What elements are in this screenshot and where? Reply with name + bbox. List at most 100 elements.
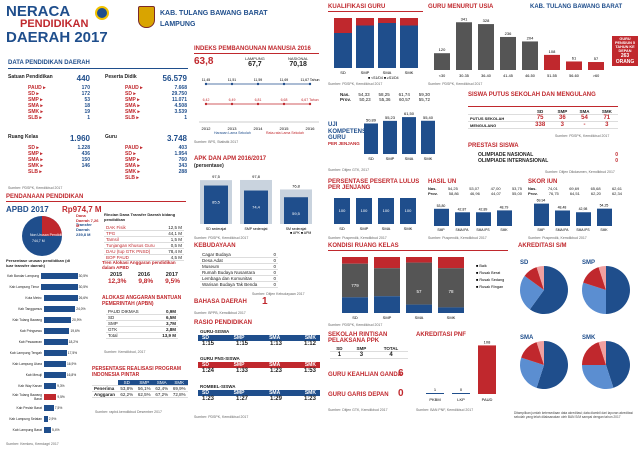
score-cat: SMP [537,228,545,232]
realisasi-row: Anggaran 62,2% 62,5% 67,2% 72,8% [92,391,188,398]
apk-chart: 97,5 85,5 SD sederajat 97,8 74,4 SMP sederaja… [200,174,312,234]
lulus-value: 100 [405,208,412,213]
stat-row: SMK ▸ 146 [28,163,90,169]
un-chart: 53,80 SMP 42,87 SMA IPA 42,89 SMA IPS 48,79 SMK [434,204,512,232]
apk-cat: SM sederajat [286,227,307,231]
score-cat: SMA IPA [556,228,570,232]
pnf-title: AKREDITASI PNF [416,332,466,338]
pnf-value: 0 [460,387,463,392]
kondisi-label: 78 [448,289,454,294]
akr-slice [582,282,606,314]
akr-slice [606,266,630,314]
usia-bar [588,62,604,70]
pnf-value: 108 [484,340,491,344]
iun-table: Nas. 74,01 69,69 65,68 62,61 Prov. 76,75 64,51 6… [528,186,622,196]
kondisi-segment [342,263,368,298]
kual-bar-low [378,18,396,23]
bantuan-row: PAUD DIKMAS 0,9M [106,309,178,315]
kondisi-legend: ■ Rusak Sedang [476,278,504,282]
score-cat: SMP [437,228,445,232]
guru-usia-chart: 120 <30 341 30-35 328 36-40 236 41-45 204 46-50 10… [434,16,604,78]
kualifikasi-chart: SD SMP SMA SMK ■ <S1/D4 ■ ≥S1/D4 [334,18,418,79]
guru-block: Guru 3.748 PAUD ▸ 403 SD ▸ 1.954 SMP ▸ 760 SMA … [105,134,187,181]
ruang-block: Ruang Kelas 1.960 SD ▸ 1.228 SMP ▸ 436 SMA ▸ 1… [8,134,90,175]
apm-bar [284,197,308,224]
stat-row: SD ▸ 1.228 [28,145,90,151]
akr-slice [598,341,606,365]
pct-row: Kab Lampung Selatan 2,9% [9,415,57,422]
stat-row: SMP ▸ 53 [28,97,90,103]
keahlian-title: GURU KEAHLIAN GANDA [328,372,402,378]
pct-row: Kab Pringsewu 19,6% [19,327,80,334]
kebudayaan-row: Cagar Budaya 0 [200,252,278,258]
score-bar [576,212,591,226]
stat-row: SLB ▸ 1 [28,115,90,121]
bantuan-title: ALOKASI ANGGARAN BANTUAN PEMERINTAH (APB… [102,295,182,307]
ipm-chart: 2012 11,45 6,42 2013 11,51 6,49 2014 11,59 6,81 2… [199,78,320,134]
ipm-label1: 11,45 [202,78,211,82]
un-table: Nas. 54,25 53,07 47,00 53,75 Prov. 58,86 46,96 4… [428,186,522,196]
kondisi-label: 57 [416,289,422,294]
lulus-chart: 100 SD 100 SMP 100 SMA 100 SMK [334,198,416,231]
pnf-cat: PKBM [429,397,440,402]
uji-value: 55,23 [385,115,396,120]
pendanaan-pie: Non Urusan Pendidikan 744,7 M [22,216,67,256]
ipm-label1: 11,69 [280,78,289,82]
kondisi-legend: ■ Rusak Ringan [476,285,503,289]
pnf-bar [426,393,444,394]
pie-label1: Non Urusan Pendidikan [30,233,67,237]
akr-group-label: SMA [520,335,534,341]
uji-source: Sumber: Ditjen GTK, 2017 [328,168,370,172]
tren-table: 2015 2016 2017 12,3% 9,8% 9,5% [108,272,180,285]
uji-nas: 61,74 [398,92,410,97]
kualifikasi-source: Sumber: PDSPK, Kemdikbud 2017 [328,82,383,86]
region-logo [138,6,155,28]
pie-val1: 744,7 M [32,239,45,243]
kual-bar-high [400,25,418,68]
ipm-label2: 6,49 [229,98,236,102]
rasio-rombel: SD SMP SMA SMK 1:23 1:27 1:29 1:23 [198,390,320,402]
lulus-cat: SMP [360,226,369,231]
akr-slice [536,341,544,365]
kondisi-segment [438,268,464,308]
transfer-row: DAK Fisik 12,5 M [104,225,184,231]
score-value: 42,87 [458,207,467,211]
stat-row: SMA ▸ 343 [125,163,187,169]
realisasi-row: Penerima 53,8% 56,1% 62,4% 69,9% [92,385,188,392]
pnf-source: Sumber: BAN PNF, Kemdikbud 2017 [416,408,474,412]
putus-row: PUTUS SEKOLAH 75 36 54 71 [468,114,618,122]
pct-row: Kota Metro 26,6% [25,294,88,301]
peserta-block: Peserta Didik 56.579 PAUD ▸ 7.668 SD ▸ 29.75… [105,74,187,121]
usia-bar [434,53,450,70]
kondisi-segment [342,297,368,313]
rasio-guru-label: GURU-SISWA [200,329,230,334]
stat-row: SMA ▸ 18 [28,103,90,109]
lulus-bar [378,198,394,224]
score-bar [476,212,491,226]
apk-sub: (persentase) [194,163,224,169]
stat-row: PAUD ▸ 170 [28,85,90,91]
akr-slice [536,266,544,290]
pct-bars: Kab Bandar Lampung 30,5% Kab Lampung Timur… [6,270,88,435]
kondisi-legend: ■ Baik [476,264,487,268]
score-cat: SMA IPS [476,228,490,232]
tren-value: 9,5% [165,278,180,285]
transfer-label: Transfer Daerah 239,8 M [76,222,92,237]
uji-title: UJI KOMPETENSI GURU PER JENJANG [328,122,368,146]
pct-title: Persentase urusan pendidikan (di luar tr… [6,258,71,268]
pendanaan-title: PENDANAAN PENDIDIKAN [6,194,84,200]
akr-slice [529,266,568,314]
pnf-cat: PAUD [482,397,493,402]
pct-row: Kab Mesuji 16,8% [25,371,77,378]
lulus-bar [400,198,416,224]
stat-row: SMP ▸ 436 [28,151,90,157]
kondisi-legend: ■ Rusak Berat [476,271,501,275]
akr-slice [520,275,544,310]
uji-bar [402,117,416,154]
bantuan-row: Total 13,9 M [106,332,178,339]
ipm-lampung: LAMPUNG 67,7 [245,56,265,68]
lulus-value: 100 [361,208,368,213]
apk-cat: SMP sederajat [245,227,268,231]
ipm-year: 2015 [280,126,290,131]
kondisi-chart: SD SMP SMA SMK 779 57 78 ■ Baik ■ Rusak Berat ■ R… [342,257,504,320]
